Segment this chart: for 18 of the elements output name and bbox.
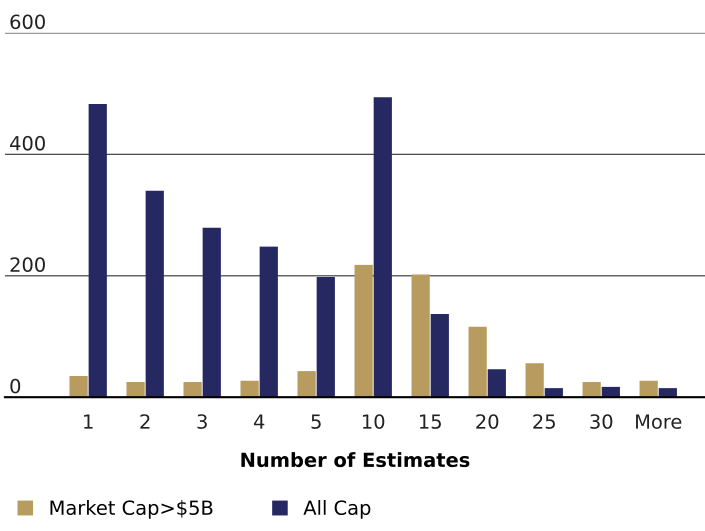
x-tick-label: 25 xyxy=(533,414,555,429)
x-tick-label: 10 xyxy=(362,414,384,429)
legend-label: Market Cap>$5B xyxy=(50,500,212,519)
legend-label: All Cap xyxy=(303,500,370,519)
y-tick-label: 600 xyxy=(10,14,45,30)
x-tick-label: 15 xyxy=(420,414,441,429)
y-tick-label: 400 xyxy=(10,136,45,151)
x-tick-label: More xyxy=(636,414,682,429)
x-tick-label: 3 xyxy=(197,414,207,429)
y-tick-label: 200 xyxy=(10,257,45,272)
x-tick-label: 4 xyxy=(254,414,264,429)
x-tick-label: 5 xyxy=(312,414,321,429)
x-axis-title: Number of Estimates xyxy=(241,452,470,468)
y-tick-label: 0 xyxy=(10,378,20,394)
x-tick-label: 1 xyxy=(84,414,93,429)
x-tick-label: 2 xyxy=(140,414,150,429)
x-tick-label: 20 xyxy=(476,414,498,429)
x-tick-label: 30 xyxy=(590,414,612,429)
